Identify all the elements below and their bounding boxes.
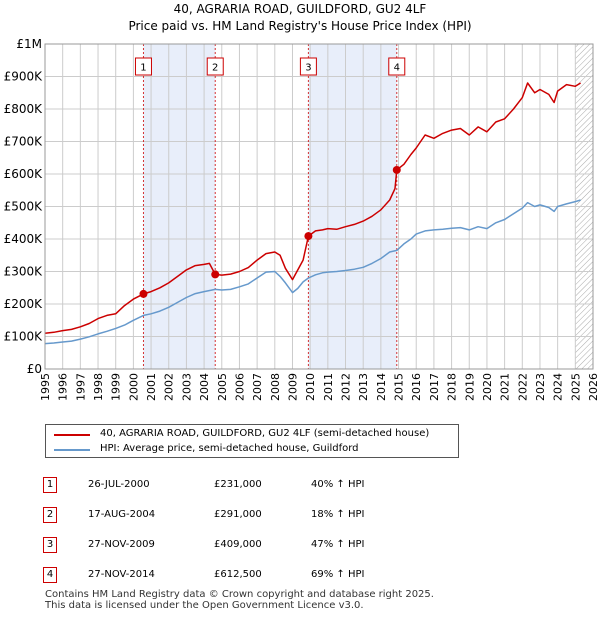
x-tick-label: 2009 <box>286 373 299 401</box>
chart-title: 40, AGRARIA ROAD, GUILDFORD, GU2 4LF <box>173 2 427 16</box>
sale-row: 3 27-NOV-2009 £409,000 47% ↑ HPI <box>0 537 600 555</box>
sale-date: 17-AUG-2004 <box>88 509 156 520</box>
x-tick-label: 2025 <box>569 373 582 401</box>
sale-point <box>211 270 220 279</box>
x-tick-label: 2010 <box>304 373 317 401</box>
sale-label: 4 <box>394 63 400 74</box>
sale-label: 1 <box>140 63 146 74</box>
sale-row: 4 27-NOV-2014 £612,500 69% ↑ HPI <box>0 567 600 585</box>
sale-point <box>139 289 148 298</box>
sale-number-badge: 2 <box>43 507 57 523</box>
sale-date: 27-NOV-2014 <box>88 569 155 580</box>
y-tick-label: £500K <box>4 200 44 214</box>
x-tick-label: 2004 <box>198 373 211 401</box>
sale-label: 2 <box>212 63 218 74</box>
x-tick-label: 1995 <box>39 373 52 401</box>
y-tick-label: £900K <box>4 70 44 84</box>
sale-price: £409,000 <box>214 539 262 550</box>
sale-label-box <box>299 57 317 76</box>
y-tick-label: £0 <box>27 362 42 376</box>
x-tick-label: 2016 <box>410 373 423 401</box>
legend-swatch-hpi <box>54 449 90 451</box>
legend-swatch-property <box>54 434 90 436</box>
sale-point <box>392 165 401 174</box>
sale-date: 26-JUL-2000 <box>88 479 150 490</box>
sale-price: £612,500 <box>214 569 262 580</box>
x-tick-label: 2008 <box>269 373 282 401</box>
sale-row: 1 26-JUL-2000 £231,000 40% ↑ HPI <box>0 477 600 495</box>
x-tick-label: 2021 <box>499 373 512 401</box>
x-tick-label: 2022 <box>516 373 529 401</box>
x-tick-label: 2003 <box>180 373 193 401</box>
sale-point <box>304 232 313 241</box>
sale-label-box <box>206 57 224 76</box>
legend-label-property: 40, AGRARIA ROAD, GUILDFORD, GU2 4LF (se… <box>100 428 430 439</box>
x-tick-label: 2006 <box>233 373 246 401</box>
x-tick-label: 2001 <box>145 373 158 401</box>
x-tick-label: 2017 <box>428 373 441 401</box>
y-tick-label: £200K <box>4 297 44 311</box>
y-tick-label: £100K <box>4 330 44 344</box>
x-tick-label: 2024 <box>552 373 565 401</box>
sale-hpi-change: 40% ↑ HPI <box>311 479 365 490</box>
x-tick-label: 2012 <box>340 373 353 401</box>
x-tick-label: 2014 <box>375 373 388 401</box>
property-price-line <box>44 82 581 335</box>
chart-subtitle: Price paid vs. HM Land Registry's House … <box>128 19 472 33</box>
price-chart: 1 2 3 4 £0 £100K £200K £300K £400K £500K £600K £70… <box>4 37 600 401</box>
sale-number-badge: 1 <box>43 477 57 493</box>
hpi-line <box>44 199 581 345</box>
sale-label-box <box>388 57 406 76</box>
sale-hpi-change: 69% ↑ HPI <box>311 569 365 580</box>
sale-hpi-change: 18% ↑ HPI <box>311 509 365 520</box>
x-tick-label: 2011 <box>322 373 335 401</box>
x-tick-label: 1997 <box>74 373 87 401</box>
sale-row: 2 17-AUG-2004 £291,000 18% ↑ HPI <box>0 507 600 525</box>
footer-licence: This data is licensed under the Open Gov… <box>45 600 364 611</box>
sale-hpi-change: 47% ↑ HPI <box>311 539 365 550</box>
sale-label: 3 <box>305 63 311 74</box>
x-tick-label: 2015 <box>393 373 406 401</box>
y-tick-label: £700K <box>4 135 44 149</box>
sale-date: 27-NOV-2009 <box>88 539 155 550</box>
x-tick-label: 2013 <box>357 373 370 401</box>
chart-legend: 40, AGRARIA ROAD, GUILDFORD, GU2 4LF (se… <box>45 424 459 458</box>
x-tick-label: 1999 <box>110 373 123 401</box>
x-tick-label: 2023 <box>534 373 547 401</box>
x-tick-label: 2018 <box>446 373 459 401</box>
x-tick-label: 2007 <box>251 373 264 401</box>
x-tick-label: 1996 <box>57 373 70 401</box>
x-tick-label: 2005 <box>216 373 229 401</box>
y-tick-label: £300K <box>4 265 44 279</box>
y-tick-label: £600K <box>4 167 44 181</box>
sale-price: £231,000 <box>214 479 262 490</box>
sale-label-box <box>134 57 152 76</box>
y-tick-label: £1M <box>16 37 42 51</box>
y-tick-label: £400K <box>4 232 44 246</box>
x-tick-label: 2000 <box>127 373 140 401</box>
x-tick-label: 2020 <box>481 373 494 401</box>
x-tick-label: 2019 <box>463 373 476 401</box>
sale-number-badge: 4 <box>43 567 57 583</box>
x-tick-label: 2002 <box>163 373 176 401</box>
legend-label-hpi: HPI: Average price, semi-detached house,… <box>100 443 359 454</box>
footer-copyright: Contains HM Land Registry data © Crown c… <box>45 589 434 600</box>
sale-number-badge: 3 <box>43 537 57 553</box>
y-tick-label: £800K <box>4 102 44 116</box>
sale-price: £291,000 <box>214 509 262 520</box>
x-tick-label: 1998 <box>92 373 105 401</box>
plot-border <box>44 43 594 370</box>
x-tick-label: 2026 <box>587 373 600 401</box>
